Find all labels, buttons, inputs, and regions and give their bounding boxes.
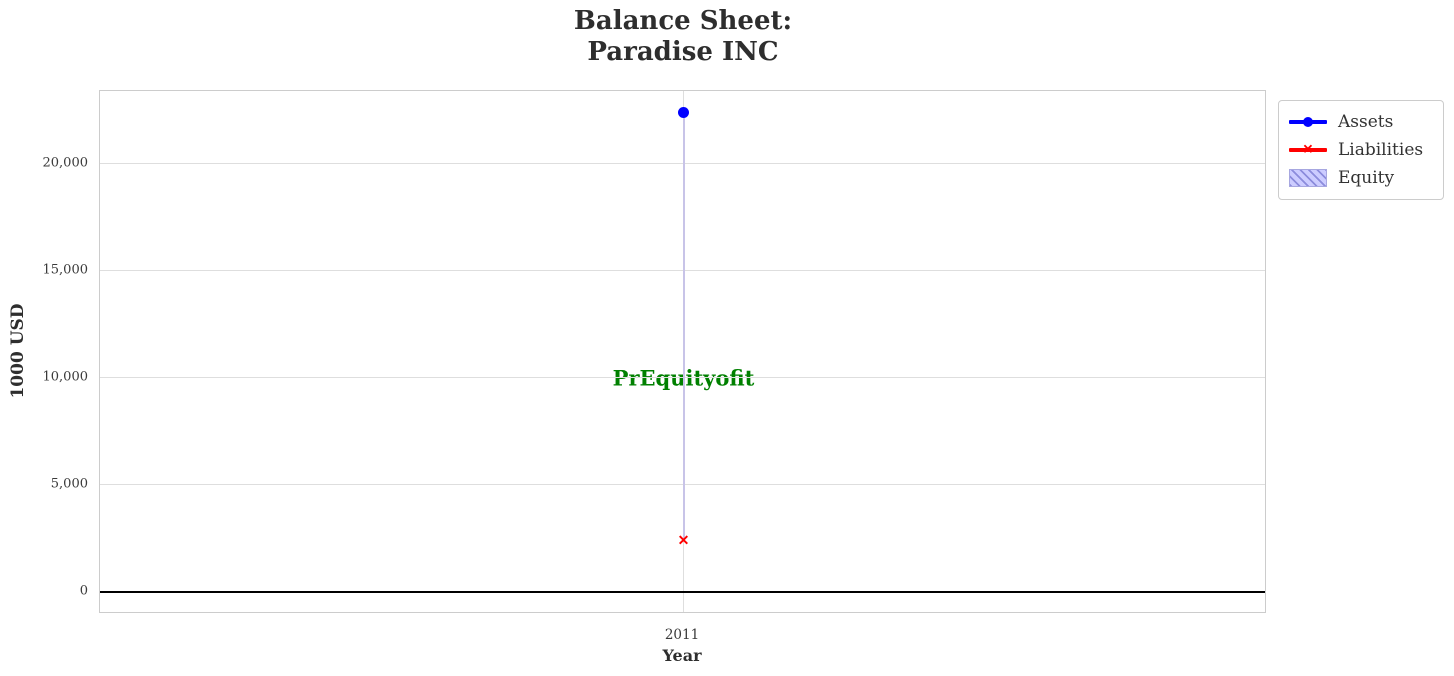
legend-label-liabilities: Liabilities [1338, 140, 1424, 160]
equity-hatch-patch-icon [1289, 169, 1327, 187]
assets-marker [678, 107, 689, 119]
plot-area: PrEquityofit ✕ [99, 90, 1266, 613]
x-axis-label: Year [662, 646, 702, 665]
legend: Assets ✕ Liabilities Equity [1278, 100, 1444, 200]
y-tick-label: 0 [79, 583, 88, 599]
legend-label-assets: Assets [1338, 112, 1394, 132]
legend-item-equity: Equity [1289, 164, 1433, 192]
legend-item-assets: Assets [1289, 108, 1433, 136]
chart-title: Balance Sheet: Paradise INC [574, 6, 792, 68]
chart-title-line2: Paradise INC [587, 37, 779, 67]
zero-axis-line [100, 590, 1265, 594]
x-tick-label-2011: 2011 [664, 627, 700, 643]
liabilities-marker: ✕ [677, 532, 690, 549]
equity-band [682, 112, 685, 541]
liabilities-line-x-icon: ✕ [1289, 144, 1327, 157]
y-tick-label: 15,000 [42, 262, 89, 278]
y-tick-label: 20,000 [42, 155, 89, 171]
legend-label-equity: Equity [1338, 168, 1395, 188]
legend-item-liabilities: ✕ Liabilities [1289, 136, 1433, 164]
chart-title-line1: Balance Sheet: [573, 6, 793, 36]
assets-line-circle-icon [1289, 117, 1327, 127]
y-tick-label: 5,000 [50, 476, 88, 492]
y-tick-label: 10,000 [42, 369, 89, 385]
